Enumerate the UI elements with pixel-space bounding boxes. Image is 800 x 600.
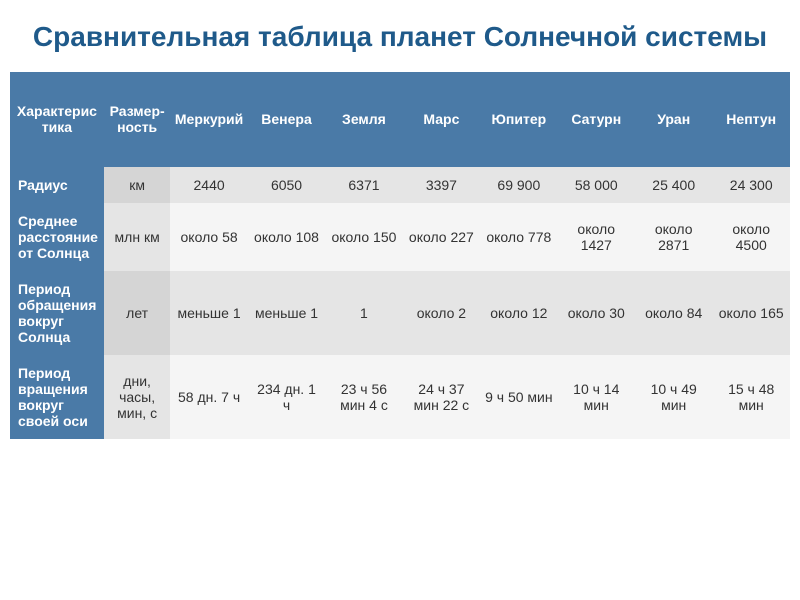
col-neptune: Нептун (712, 72, 790, 167)
col-mars: Марс (403, 72, 480, 167)
page-container: Сравнительная таблица планет Солнечной с… (0, 0, 800, 449)
row-label-radius: Радиус (10, 167, 104, 203)
data-cell: 234 дн. 1 ч (248, 355, 325, 439)
col-venus: Венера (248, 72, 325, 167)
col-mercury: Меркурий (170, 72, 247, 167)
data-cell: около 165 (712, 271, 790, 355)
data-cell: 23 ч 56 мин 4 с (325, 355, 402, 439)
table-row: Период обращения вокруг Солнца лет меньш… (10, 271, 790, 355)
table-header: Характеристика Размер-ность Меркурий Вен… (10, 72, 790, 167)
data-cell: 69 900 (480, 167, 557, 203)
data-cell: 25 400 (635, 167, 712, 203)
unit-cell: км (104, 167, 170, 203)
data-cell: 24 ч 37 мин 22 с (403, 355, 480, 439)
planets-table: Характеристика Размер-ность Меркурий Вен… (10, 72, 790, 439)
data-cell: около 84 (635, 271, 712, 355)
data-cell: около 4500 (712, 203, 790, 271)
row-label-rotation-period: Период вращения вокруг своей оси (10, 355, 104, 439)
unit-cell: млн км (104, 203, 170, 271)
data-cell: 10 ч 49 мин (635, 355, 712, 439)
table-row: Радиус км 2440 6050 6371 3397 69 900 58 … (10, 167, 790, 203)
data-cell: около 2871 (635, 203, 712, 271)
data-cell: 6371 (325, 167, 402, 203)
col-earth: Земля (325, 72, 402, 167)
data-cell: 58 дн. 7 ч (170, 355, 247, 439)
data-cell: около 150 (325, 203, 402, 271)
row-label-distance: Среднее расстояние от Солнца (10, 203, 104, 271)
data-cell: 1 (325, 271, 402, 355)
data-cell: 2440 (170, 167, 247, 203)
data-cell: 9 ч 50 мин (480, 355, 557, 439)
data-cell: 10 ч 14 мин (558, 355, 635, 439)
data-cell: около 2 (403, 271, 480, 355)
header-row: Характеристика Размер-ность Меркурий Вен… (10, 72, 790, 167)
unit-cell: лет (104, 271, 170, 355)
data-cell: 15 ч 48 мин (712, 355, 790, 439)
table-row: Период вращения вокруг своей оси дни, ча… (10, 355, 790, 439)
data-cell: около 1427 (558, 203, 635, 271)
data-cell: меньше 1 (248, 271, 325, 355)
data-cell: около 30 (558, 271, 635, 355)
data-cell: около 12 (480, 271, 557, 355)
data-cell: меньше 1 (170, 271, 247, 355)
col-dimension: Размер-ность (104, 72, 170, 167)
table-row: Среднее расстояние от Солнца млн км окол… (10, 203, 790, 271)
data-cell: около 227 (403, 203, 480, 271)
col-characteristic: Характеристика (10, 72, 104, 167)
data-cell: 58 000 (558, 167, 635, 203)
unit-cell: дни, часы, мин, с (104, 355, 170, 439)
data-cell: около 58 (170, 203, 247, 271)
table-body: Радиус км 2440 6050 6371 3397 69 900 58 … (10, 167, 790, 439)
data-cell: около 778 (480, 203, 557, 271)
col-saturn: Сатурн (558, 72, 635, 167)
col-jupiter: Юпитер (480, 72, 557, 167)
row-label-orbit-period: Период обращения вокруг Солнца (10, 271, 104, 355)
data-cell: 24 300 (712, 167, 790, 203)
data-cell: около 108 (248, 203, 325, 271)
data-cell: 6050 (248, 167, 325, 203)
page-title: Сравнительная таблица планет Солнечной с… (10, 20, 790, 54)
col-uranus: Уран (635, 72, 712, 167)
data-cell: 3397 (403, 167, 480, 203)
